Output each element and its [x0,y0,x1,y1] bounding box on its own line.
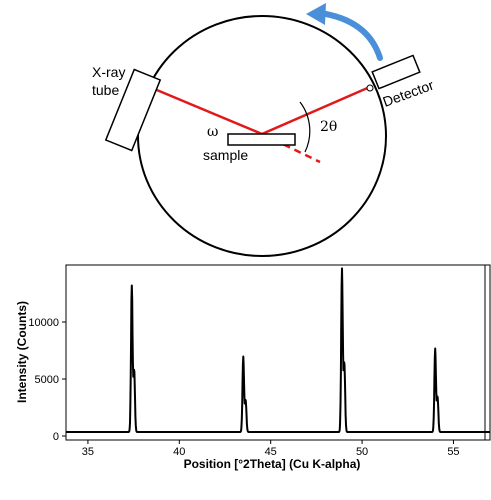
xrd-chart: 35 40 45 50 55 0 5000 10000 Position [°2Theta]… [15,264,491,471]
rotation-arrow-icon [317,10,383,61]
omega-label: ω [207,124,218,140]
sample-holder [227,133,296,146]
x-tick-label: 40 [173,446,185,458]
sample-label: sample [203,147,248,163]
two-theta-arc [299,101,311,153]
rotation-arrowhead-icon [306,3,326,25]
y-axis-title: Intensity (Counts) [15,301,29,403]
diffracted-beam [261,84,373,136]
x-tick-label: 50 [356,446,368,458]
xray-tube [104,68,162,152]
x-axis-title: Position [°2Theta] (Cu K-alpha) [184,457,361,471]
x-ticks: 35 40 45 50 55 [82,440,460,458]
diffraction-trace [65,267,491,433]
diffractometer-diagram: X-ray tube Detector ω sample 2θ [92,3,436,257]
y-tick-label: 10000 [28,317,59,329]
two-theta-label: 2θ [320,119,337,135]
y-tick-label: 5000 [35,374,59,386]
x-tick-label: 55 [447,446,459,458]
y-ticks: 0 5000 10000 [28,317,66,443]
x-tick-label: 45 [265,446,277,458]
plot-frame [65,264,491,441]
detector-window-icon [366,84,374,92]
xray-label-line2: tube [92,82,119,98]
y-tick-label: 0 [53,431,59,443]
xray-label-line1: X-ray [92,64,125,80]
x-tick-label: 35 [82,446,94,458]
incident-beam [151,86,263,136]
incident-beam-extension [261,132,321,164]
detector-box [371,54,421,90]
